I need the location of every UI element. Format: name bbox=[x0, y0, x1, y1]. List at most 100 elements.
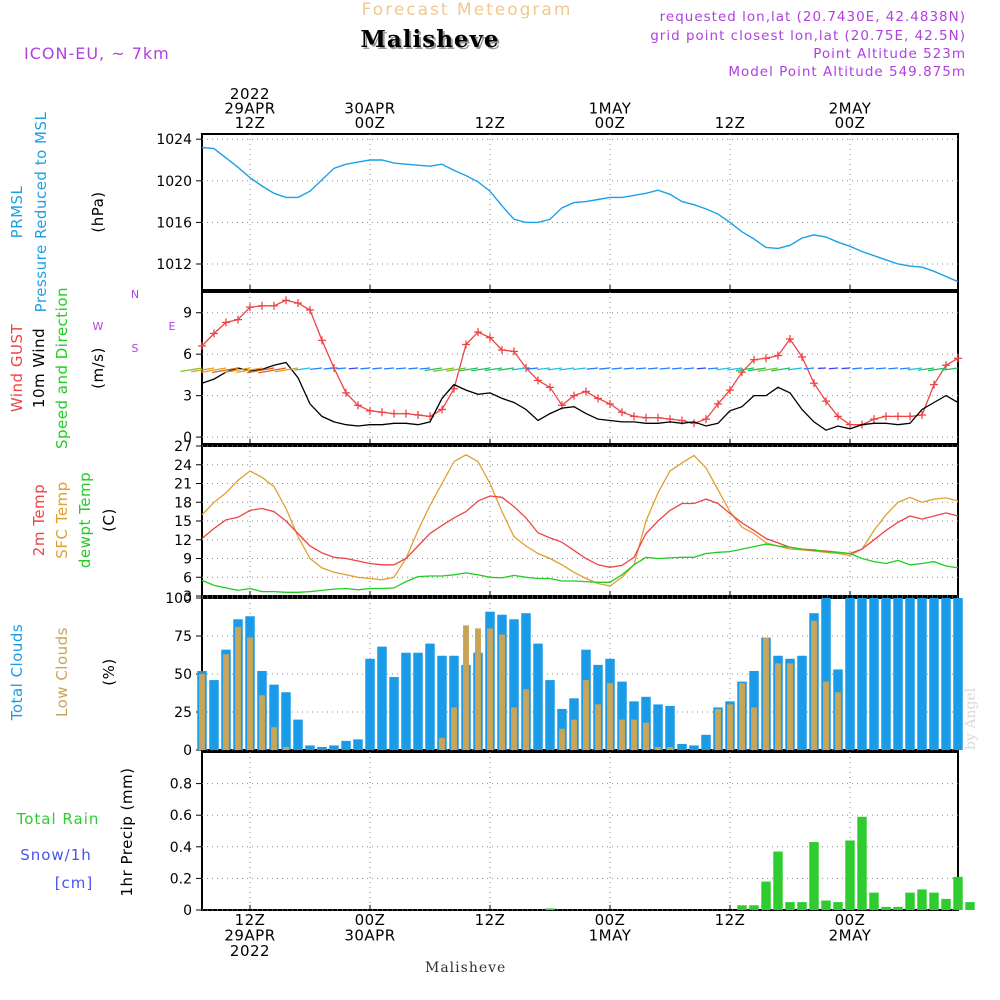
gust-marker bbox=[846, 420, 854, 429]
gust-marker bbox=[282, 296, 290, 305]
gust-marker bbox=[930, 380, 938, 389]
panel-frame bbox=[201, 445, 959, 597]
y-tick-label: 6 bbox=[183, 347, 192, 363]
gust-marker bbox=[378, 408, 386, 417]
top-time-label: 00Z bbox=[355, 114, 386, 132]
wind-arrow bbox=[875, 367, 887, 370]
gust-marker bbox=[570, 391, 578, 400]
y-tick-label: 0 bbox=[183, 903, 192, 919]
wind-arrow bbox=[696, 367, 707, 370]
total-cloud-bar bbox=[281, 692, 291, 750]
total-cloud-bar bbox=[905, 598, 915, 750]
rain-bar bbox=[833, 902, 843, 910]
gust-marker bbox=[714, 399, 722, 408]
total-cloud-bar bbox=[365, 658, 375, 750]
rain-bar bbox=[905, 892, 915, 910]
rain-bar bbox=[881, 906, 891, 910]
wind-arrow bbox=[888, 367, 899, 370]
gridpoint-coordinates: grid point closest lon,lat (20.75E, 42.5… bbox=[650, 28, 966, 44]
total-cloud-bar bbox=[389, 677, 399, 750]
wind-arrow bbox=[917, 367, 935, 371]
top-time-label: 00Z bbox=[595, 114, 626, 132]
total-cloud-bar bbox=[269, 684, 279, 750]
wind-arrow bbox=[771, 367, 791, 372]
wind-arrow bbox=[927, 367, 947, 372]
gust-marker bbox=[654, 413, 662, 422]
gust-marker bbox=[510, 347, 518, 356]
bottom-time-label: 30APR bbox=[344, 927, 395, 945]
low-cloud-bar bbox=[499, 634, 505, 750]
gust-marker bbox=[546, 383, 554, 392]
rain-bar bbox=[929, 892, 939, 910]
low-cloud-bar bbox=[199, 674, 205, 750]
wind-arrow bbox=[211, 367, 239, 374]
total-cloud-bar bbox=[845, 598, 855, 750]
rain-bar bbox=[941, 898, 951, 910]
gust-marker bbox=[882, 412, 890, 421]
wind-arrow bbox=[360, 367, 371, 370]
total-cloud-bar bbox=[929, 598, 939, 750]
y-tick-label: 21 bbox=[174, 477, 192, 493]
rain-bar bbox=[785, 902, 795, 910]
compass-e: E bbox=[169, 320, 176, 333]
wind-arrow bbox=[573, 367, 587, 371]
y-tick-label: 24 bbox=[174, 458, 192, 474]
total-cloud-bar bbox=[869, 598, 879, 750]
rain-bar bbox=[737, 905, 747, 910]
low-cloud-bar bbox=[463, 625, 469, 750]
rain-bar bbox=[857, 816, 867, 910]
y-tick-label: 0.2 bbox=[170, 871, 192, 887]
total-cloud-bar bbox=[329, 745, 339, 750]
gust-marker bbox=[258, 301, 266, 310]
wind-arrow bbox=[323, 367, 335, 370]
dewpoint-label: dewpt Temp bbox=[76, 472, 94, 568]
wind-arrow bbox=[899, 367, 911, 370]
total-cloud-bar bbox=[941, 598, 951, 750]
total-cloud-bar bbox=[617, 681, 627, 750]
y-tick-label: 15 bbox=[174, 514, 192, 530]
wind-arrow bbox=[446, 367, 467, 372]
gust-marker bbox=[798, 352, 806, 361]
wind-arrow bbox=[432, 367, 455, 373]
gust-marker bbox=[402, 409, 410, 418]
gust-marker bbox=[906, 412, 914, 421]
total-cloud-bar bbox=[821, 598, 831, 750]
total-cloud-bar bbox=[353, 739, 363, 750]
model-label: ICON-EU, ~ 7km bbox=[24, 44, 170, 63]
gust-marker bbox=[438, 405, 446, 414]
total-cloud-bar bbox=[449, 655, 459, 750]
wind-arrow bbox=[201, 367, 227, 373]
total-cloud-bar bbox=[665, 705, 675, 750]
total-cloud-bar bbox=[377, 646, 387, 750]
sfc-temp-label: SFC Temp bbox=[53, 481, 71, 558]
bottom-time-label: 00Z bbox=[595, 911, 626, 929]
low-cloud-bar bbox=[619, 719, 625, 750]
rain-bar bbox=[749, 905, 759, 910]
y-tick-label: 75 bbox=[174, 629, 192, 645]
low-cloud-bar bbox=[823, 681, 829, 750]
wind-arrow bbox=[547, 367, 563, 371]
gust-marker bbox=[894, 412, 902, 421]
low-cloud-bar bbox=[523, 689, 529, 750]
low-cloud-bar bbox=[583, 680, 589, 750]
total-cloud-bar bbox=[305, 745, 315, 750]
y-tick-label: 3 bbox=[183, 589, 192, 605]
gust-marker bbox=[606, 399, 614, 408]
wind-arrow bbox=[747, 367, 767, 372]
wind-arrow bbox=[484, 367, 503, 372]
compass-w: W bbox=[93, 320, 104, 333]
gust-marker bbox=[918, 410, 926, 419]
low-cloud-bar bbox=[667, 746, 673, 750]
total-clouds-label: Total Clouds bbox=[8, 624, 26, 721]
wind-line bbox=[201, 361, 959, 431]
rain-bar bbox=[761, 881, 771, 910]
wind-arrow bbox=[757, 367, 779, 372]
low-cloud-bar bbox=[451, 707, 457, 750]
temp-unit: (C) bbox=[100, 508, 118, 532]
wind-arrow bbox=[559, 367, 575, 371]
wind-arrow bbox=[395, 367, 407, 370]
low-cloud-bar bbox=[283, 746, 289, 750]
wind-arrow bbox=[659, 367, 671, 370]
top-time-label: 29APR bbox=[224, 100, 275, 118]
wind-arrow bbox=[419, 367, 431, 370]
